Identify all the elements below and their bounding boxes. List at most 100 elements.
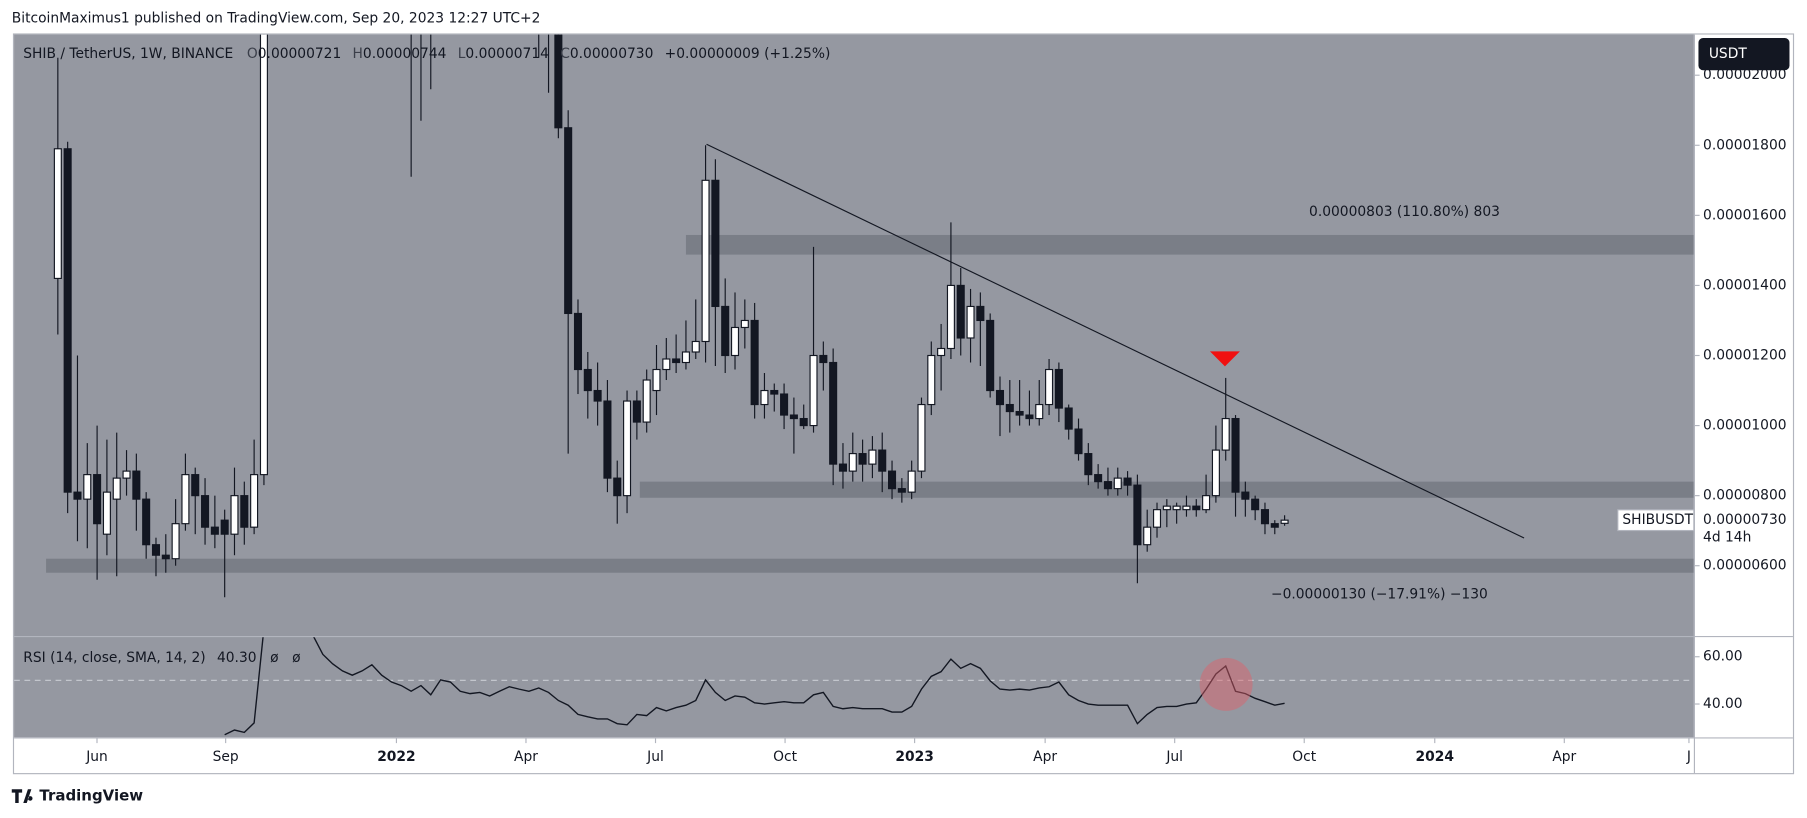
candle-body [672,358,681,364]
candle-body [701,179,710,343]
candle-body [750,319,759,406]
candle-body [878,449,887,472]
candle-body [858,453,867,465]
candle-body [691,340,700,353]
candle-body [1162,505,1171,511]
candle-body [554,34,563,129]
currency-label[interactable]: USDT [1709,46,1748,62]
publisher-line: BitcoinMaximus1 published on TradingView… [12,10,541,26]
candle-body [191,474,200,497]
ohlc-value: 0.00000730 [570,46,653,62]
candle-body [927,354,936,406]
candle-body [829,361,838,465]
candle-body [1123,477,1132,486]
ohlc-key: C [560,46,570,62]
x-tick-label: 2024 [1416,749,1454,765]
y-tick-label: 0.00000800 [1703,488,1786,504]
symbol-tag-label: SHIBUSDT [1622,512,1693,528]
candle-body [122,470,131,479]
measure-down: −0.00000130 (−17.91%) −130 [1271,586,1488,602]
price-tag [1695,508,1791,548]
candle-body [809,354,818,427]
candle-body [1103,481,1112,490]
candle-body [1094,474,1103,483]
candle-body [112,477,121,500]
candle-body [1270,523,1279,528]
x-tick-label: Oct [773,749,797,765]
candle-body [642,379,651,423]
candle-body [63,148,72,493]
trendline [706,143,1525,539]
candle-body [946,284,955,350]
candle-body [1015,410,1024,416]
candle-body [632,400,641,423]
rsi-value: 40.30 [217,650,257,666]
candle-body [1133,484,1142,546]
candle-body [1064,407,1073,430]
candle-body [161,554,170,560]
rsi-tick-label: 40.00 [1703,696,1743,712]
rsi-highlight [1199,657,1253,711]
symbol-legend: SHIB / TetherUS, 1W, BINANCE O0.00000721… [23,46,830,62]
candle-body [132,470,141,500]
candle-body [1280,519,1289,524]
candle-body [259,34,268,476]
candle-body [220,519,229,535]
ohlc-value: 0.00000714 [465,46,549,62]
candle-body [770,389,779,395]
zone [46,558,1694,573]
candle-body [1192,505,1201,511]
candle-body [799,417,808,427]
candle-body [1260,509,1270,525]
candle-body [201,495,210,528]
candle-body [721,305,730,357]
rsi-line [224,637,1285,736]
candle-body [83,474,92,500]
candle-body [897,488,906,493]
candle-body [564,127,573,315]
candle-body [210,526,219,535]
candle-body [1084,453,1093,476]
candle-body [652,368,661,392]
y-tick-label: 0.00001800 [1703,137,1786,153]
x-tick-label: 2023 [895,749,933,765]
x-tick-label: Apr [1033,749,1057,765]
price-tag-countdown: 4d 14h [1703,529,1751,545]
y-tick-label: 0.00001600 [1703,207,1786,223]
x-tick-label: Jul [646,749,664,765]
candle-body [662,358,671,371]
candle-body [956,284,965,339]
candle-body [230,495,239,535]
candle-body [73,491,82,500]
candle-body [976,305,985,322]
x-tick-label: 2022 [377,749,415,765]
y-tick-label: 0.00001000 [1703,418,1786,434]
red-marker [1209,351,1240,367]
brand-logo [11,789,33,804]
candle-body [1251,498,1260,511]
x-tick-label: Oct [1292,749,1316,765]
candle-body [1054,368,1063,409]
candle-body [1211,449,1220,497]
symbol: SHIB / TetherUS, 1W, BINANCE [23,46,233,62]
currency-button[interactable] [1698,38,1790,71]
candle-body [838,463,847,472]
candle-body [1143,526,1152,546]
candle-body [681,351,690,364]
candle-body [888,470,897,490]
brand-name: TradingView [39,787,143,805]
zone [639,481,1694,498]
candle-body [730,326,740,357]
candle-body [1182,505,1191,511]
y-tick-label: 0.00000600 [1703,558,1786,574]
candle-body [760,389,769,406]
candle-body [848,453,857,472]
rsi-legend: RSI (14, close, SMA, 14, 2) 40.30 ø ø [23,650,300,666]
rsi-flag: ø [292,650,300,666]
candle-body [1005,403,1014,413]
candle-body [151,544,161,556]
candle-body [711,179,720,308]
ohlc-key: H [353,46,363,62]
ohlc-value: 0.00000721 [258,46,341,62]
measure-up: 0.00000803 (110.80%) 803 [1309,204,1500,220]
